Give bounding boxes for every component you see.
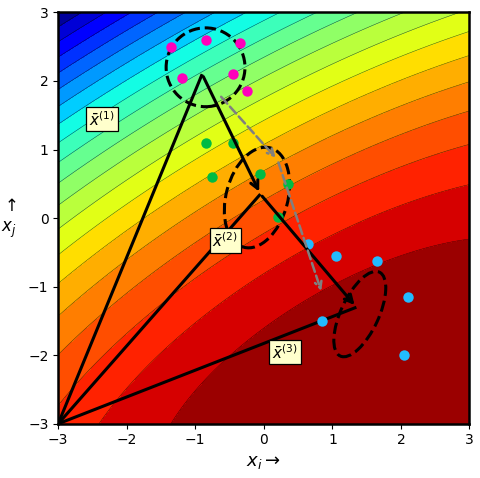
Y-axis label: $\uparrow$
$x_j$: $\uparrow$ $x_j$ xyxy=(1,197,17,239)
X-axis label: $x_i\rightarrow$: $x_i\rightarrow$ xyxy=(246,453,281,471)
Text: $\bar{x}^{(2)}$: $\bar{x}^{(2)}$ xyxy=(213,231,238,250)
Text: $\bar{x}^{(3)}$: $\bar{x}^{(3)}$ xyxy=(272,343,298,362)
Text: $\bar{x}^{(1)}$: $\bar{x}^{(1)}$ xyxy=(89,110,115,129)
